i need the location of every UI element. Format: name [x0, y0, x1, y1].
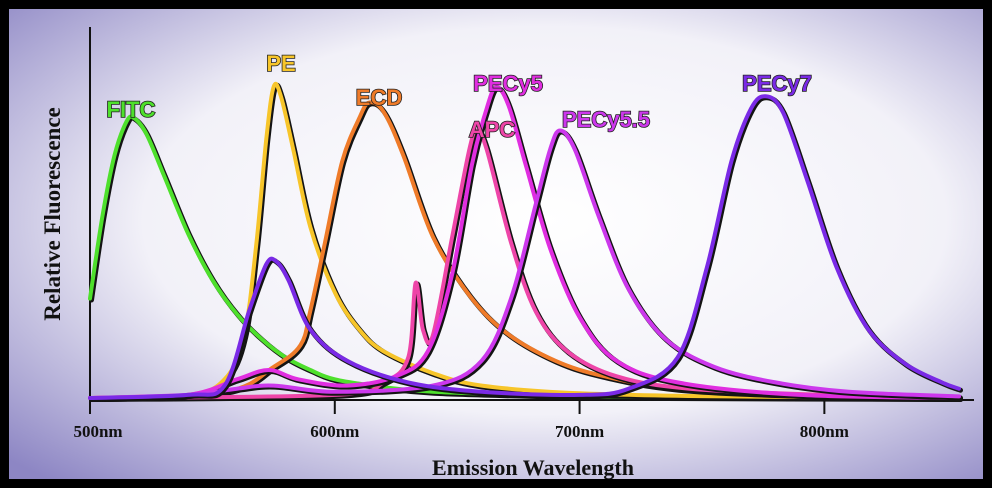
x-tick-label: 500nm — [73, 422, 122, 441]
emission-spectra-chart: 500nm 600nm 700nm 800nm FITC PE ECD APC PECy5 PE… — [9, 9, 983, 479]
dye-label-pecy5: PECy5 — [473, 71, 543, 96]
spectrum-line-pecy5 — [88, 85, 961, 400]
y-axis-label: Relative Fluorescence — [40, 107, 65, 321]
dye-label-apc: APC — [469, 117, 516, 142]
dye-label-pe: PE — [266, 51, 295, 76]
x-ticks: 500nm 600nm 700nm 800nm — [73, 400, 849, 441]
x-tick-label: 800nm — [800, 422, 849, 441]
spectrum-line-pecy5-5 — [88, 128, 961, 400]
dye-label-ecd: ECD — [356, 85, 402, 110]
x-tick-label: 700nm — [555, 422, 604, 441]
dye-label-pecy7: PECy7 — [742, 71, 812, 96]
dye-labels: FITC PE ECD APC PECy5 PECy5.5 PECy7 — [106, 50, 813, 143]
x-tick-label: 600nm — [310, 422, 359, 441]
x-axis-label: Emission Wavelength — [432, 455, 634, 479]
dye-label-pecy5-5: PECy5.5 — [562, 107, 650, 132]
dye-label-fitc: FITC — [107, 97, 156, 122]
spectrum-line-pecy7 — [88, 94, 961, 400]
spectra-curves — [88, 81, 963, 402]
